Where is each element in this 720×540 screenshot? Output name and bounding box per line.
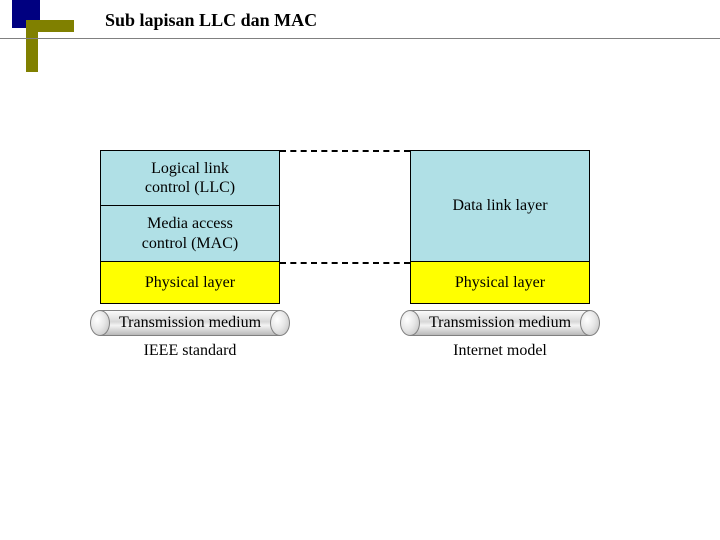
physical-layer-left-label: Physical layer	[145, 273, 235, 292]
ieee-caption: IEEE standard	[100, 342, 280, 360]
physical-layer-left: Physical layer	[100, 262, 280, 304]
physical-layer-right-label: Physical layer	[455, 273, 545, 292]
cylinder-cap-icon	[90, 310, 110, 336]
datalink-layer: Data link layer	[410, 150, 590, 262]
llc-layer-label: Logical linkcontrol (LLC)	[145, 159, 235, 197]
datalink-layer-label: Data link layer	[452, 196, 547, 215]
deco-olive-bar-v	[26, 20, 38, 72]
dashed-connector-top	[280, 150, 410, 152]
mac-layer-label: Media accesscontrol (MAC)	[142, 214, 238, 252]
cylinder-cap-icon	[400, 310, 420, 336]
internet-stack: Data link layer Physical layer	[410, 150, 590, 304]
title-underline	[0, 38, 720, 39]
dashed-connector-bottom	[280, 262, 410, 264]
cylinder-cap-icon	[580, 310, 600, 336]
llc-layer: Logical linkcontrol (LLC)	[100, 150, 280, 206]
transmission-right: Transmission medium	[400, 310, 600, 336]
internet-caption: Internet model	[410, 342, 590, 360]
transmission-right-body: Transmission medium	[410, 310, 590, 336]
transmission-left-body: Transmission medium	[100, 310, 280, 336]
slide-title: Sub lapisan LLC dan MAC	[105, 10, 317, 31]
physical-layer-right: Physical layer	[410, 262, 590, 304]
mac-layer: Media accesscontrol (MAC)	[100, 206, 280, 262]
transmission-right-label: Transmission medium	[429, 314, 571, 332]
transmission-left-label: Transmission medium	[119, 314, 261, 332]
transmission-left: Transmission medium	[90, 310, 290, 336]
ieee-stack: Logical linkcontrol (LLC) Media accessco…	[100, 150, 280, 304]
cylinder-cap-icon	[270, 310, 290, 336]
